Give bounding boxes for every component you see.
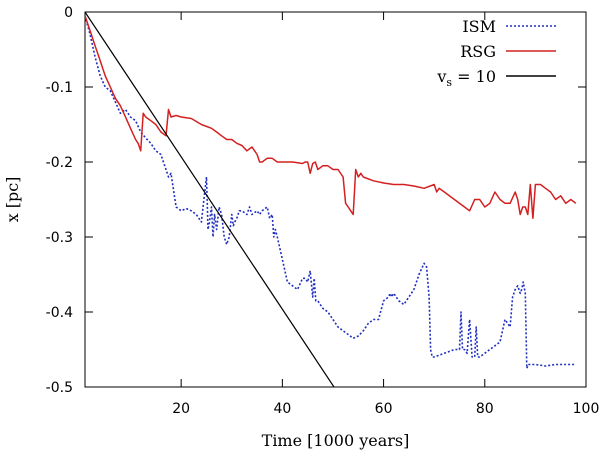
series-line-ism xyxy=(85,15,576,370)
x-tick-label: 40 xyxy=(273,401,291,417)
legend-label-ism: ISM xyxy=(462,17,496,36)
legend-label-vs-sub: s xyxy=(446,76,452,89)
y-tick-label: -0.3 xyxy=(46,230,73,246)
plot-frame xyxy=(84,11,587,388)
plot-lines xyxy=(85,12,577,387)
legend: ISM RSG vs = 10 xyxy=(436,17,556,89)
x-tick-label: 20 xyxy=(172,401,190,417)
x-axis-label: Time [1000 years] xyxy=(262,431,410,450)
y-tick-label: -0.2 xyxy=(46,155,73,171)
legend-label-vs-suffix: = 10 xyxy=(452,67,496,86)
tick-marks xyxy=(85,11,587,388)
y-tick-label: -0.4 xyxy=(46,305,73,321)
legend-label-vs-main: v xyxy=(436,67,446,86)
y-tick-label: -0.1 xyxy=(46,80,73,96)
y-tick-label: -0.5 xyxy=(46,380,73,396)
series-line-rsg xyxy=(85,15,577,220)
legend-label-vs: vs = 10 xyxy=(436,67,496,89)
y-tick-label: 0 xyxy=(64,5,73,21)
x-tick-label: 60 xyxy=(375,401,393,417)
y-axis-label: x [pc] xyxy=(3,177,22,223)
x-tick-label: 100 xyxy=(573,401,600,417)
series-line-vs10 xyxy=(85,12,335,387)
legend-label-rsg: RSG xyxy=(460,42,496,61)
tick-labels: 20 40 60 80 100 0 -0.1 -0.2 -0.3 -0.4 -0.5 xyxy=(46,5,600,417)
x-tick-label: 80 xyxy=(476,401,494,417)
